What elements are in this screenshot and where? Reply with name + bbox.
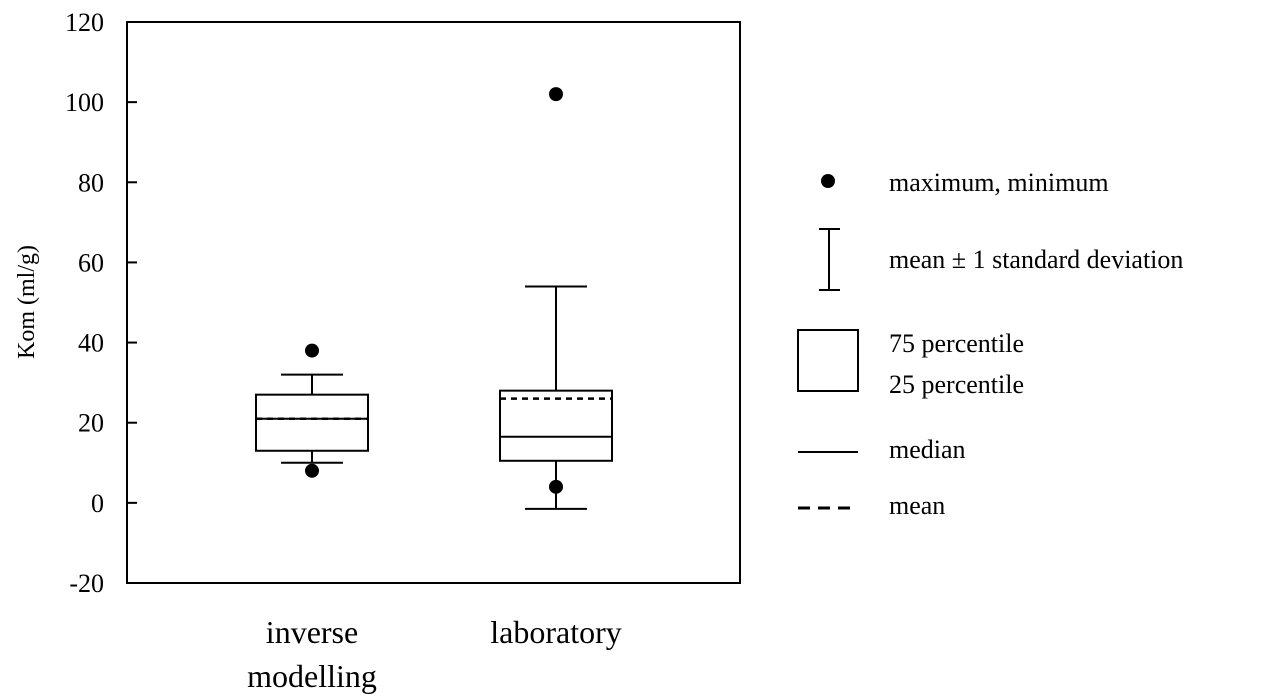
y-axis-label: Kom (ml/g) [14,245,40,359]
legend-sd-marker [819,228,840,291]
y-tick-label: 100 [65,88,104,117]
x-category-label: modelling [247,658,377,694]
legend-mean-label: mean [889,491,945,520]
legend-max-min-label: maximum, minimum [889,168,1109,197]
legend-box-top-label: 75 percentile [889,329,1024,358]
legend-median-label: median [889,435,966,464]
y-axis-ticks: -20 0 20 40 60 80 100 120 [65,8,137,598]
y-tick-label: -20 [69,569,104,598]
iqr-box [255,393,369,452]
legend-sd-label: mean ± 1 standard deviation [889,245,1183,274]
box-group [255,343,369,478]
x-category-label: laboratory [490,614,622,650]
legend-box-marker [797,329,859,392]
x-category-label: inverse [266,614,358,650]
min-point [549,479,563,494]
box-series [255,87,613,510]
legend-box-bottom-label: 25 percentile [889,370,1024,399]
y-tick-label: 80 [78,168,104,197]
iqr-box [499,389,613,462]
y-tick-label: 60 [78,248,104,277]
x-axis-category-labels: inverse modelling laboratory [247,614,622,694]
min-point [305,463,319,478]
y-tick-label: 0 [91,489,104,518]
max-point [305,343,319,358]
y-tick-label: 40 [78,329,104,358]
plot-frame [126,21,741,584]
legend: maximum, minimum mean ± 1 standard devia… [797,168,1183,520]
box-group [499,87,613,510]
max-point [549,87,563,102]
y-tick-label: 120 [65,8,104,37]
y-tick-label: 20 [78,409,104,438]
legend-max-min-marker [821,174,835,188]
